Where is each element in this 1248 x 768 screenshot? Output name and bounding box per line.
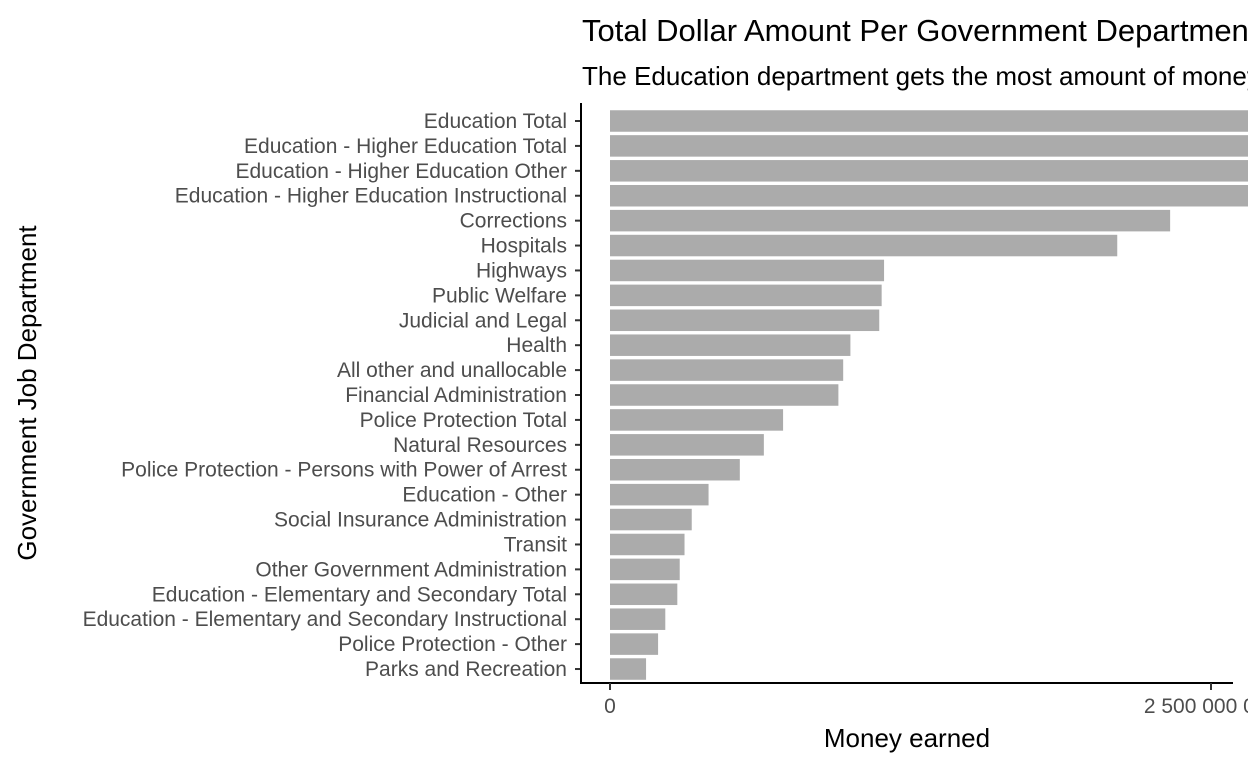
bar (610, 608, 666, 630)
category-label: Police Protection - Other (338, 633, 567, 656)
category-label: Education - Elementary and Secondary Ins… (83, 608, 567, 631)
bar (610, 359, 844, 381)
category-label: Hospitals (481, 235, 567, 258)
x-tick-label: 2 500 000 000 (1144, 695, 1248, 718)
x-axis-title: Money earned (824, 723, 990, 753)
category-label: Police Protection - Persons with Power o… (121, 459, 567, 482)
bar (610, 184, 1248, 207)
bar (610, 135, 1248, 157)
bar (610, 558, 680, 581)
chart-subtitle: The Education department gets the most a… (582, 61, 1248, 91)
chart-title: Total Dollar Amount Per Government Depar… (582, 13, 1248, 48)
bar (610, 209, 1171, 232)
category-label: Judicial and Legal (399, 309, 567, 332)
bar (610, 483, 709, 506)
bar (610, 508, 692, 531)
bar (610, 284, 882, 307)
x-axis-ticks: 02 500 000 0005 000 000 0007 500 000 000… (604, 683, 1248, 718)
bar (610, 334, 851, 356)
category-label: Social Insurance Administration (274, 509, 567, 532)
category-label: Education - Higher Education Other (235, 160, 567, 183)
category-label: Natural Resources (393, 434, 567, 457)
category-label: Parks and Recreation (365, 658, 567, 681)
category-label: Education Total (424, 110, 567, 133)
bar (610, 633, 659, 655)
category-label: Education - Elementary and Secondary Tot… (152, 583, 567, 606)
bar (610, 458, 740, 481)
y-axis-title: Government Job Department (12, 225, 42, 561)
bar (610, 533, 685, 556)
category-label: Transit (504, 533, 568, 556)
category-label: Highways (476, 259, 567, 282)
bar (610, 434, 764, 456)
bar (610, 384, 839, 406)
bar (610, 259, 885, 282)
category-label: Other Government Administration (255, 558, 567, 581)
category-label: Corrections (460, 210, 567, 233)
category-label: Education - Higher Education Instruction… (175, 185, 567, 208)
category-label: Financial Administration (345, 384, 567, 407)
bar (610, 309, 880, 332)
bar (610, 160, 1248, 182)
bar (610, 583, 678, 606)
category-label: All other and unallocable (337, 359, 567, 382)
bars-group (610, 110, 1248, 680)
category-label: Police Protection Total (360, 409, 567, 432)
bar (610, 658, 647, 680)
category-label: Education - Higher Education Total (244, 135, 567, 158)
bar (610, 234, 1118, 257)
category-label: Education - Other (402, 484, 567, 507)
bar (610, 110, 1248, 132)
x-tick-label: 0 (604, 695, 616, 718)
category-label: Health (506, 334, 567, 357)
bar (610, 409, 784, 431)
category-label: Public Welfare (432, 284, 567, 307)
